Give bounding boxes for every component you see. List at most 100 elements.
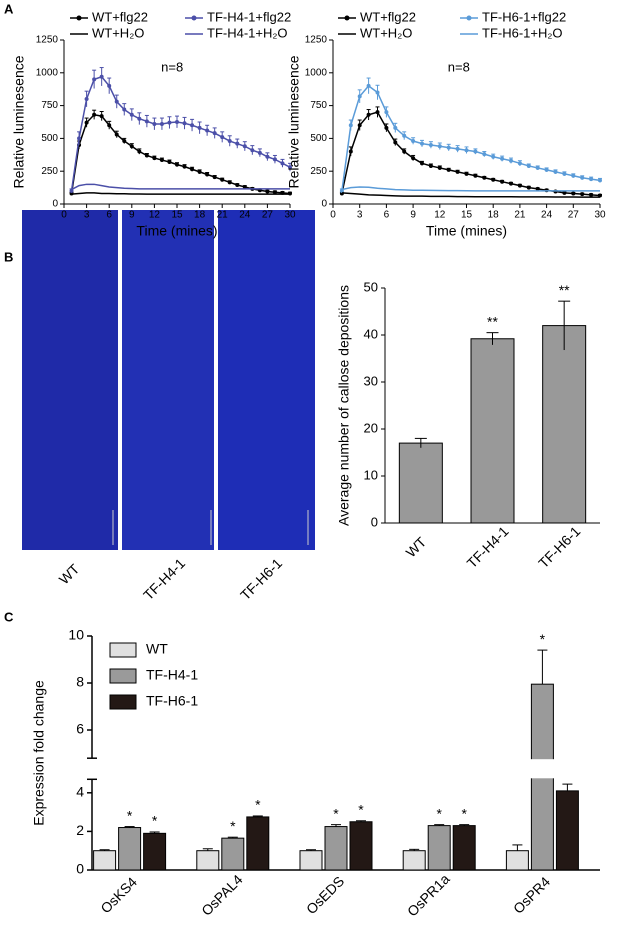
marker: [227, 180, 232, 185]
line: [70, 75, 291, 191]
marker: [182, 164, 187, 169]
micrograph: [218, 210, 315, 550]
marker: [366, 83, 371, 88]
x-tick-label: 3: [357, 210, 363, 221]
marker: [428, 142, 433, 147]
marker: [428, 163, 433, 168]
marker: [77, 136, 82, 141]
y-tick-label: 8: [76, 674, 84, 690]
legend-swatch: [466, 15, 472, 21]
marker: [384, 110, 389, 115]
marker: [491, 154, 496, 159]
bar: [93, 850, 117, 871]
bar: [542, 325, 587, 524]
bar: [505, 850, 529, 871]
legend-swatch: [191, 15, 197, 21]
marker: [402, 149, 407, 154]
x-tick-label: OsPAL4: [198, 871, 246, 919]
marker: [227, 139, 232, 144]
marker: [562, 190, 567, 195]
marker: [99, 74, 104, 79]
marker: [114, 132, 119, 137]
x-axis-label: Time (mines): [136, 223, 217, 239]
marker: [589, 192, 594, 197]
marker: [473, 149, 478, 154]
marker: [159, 121, 164, 126]
legend-label: TF-H6-1+H₂O: [482, 25, 563, 40]
marker: [580, 175, 585, 180]
line: [341, 186, 600, 192]
legend-label: WT+flg22: [360, 9, 416, 24]
marker: [190, 167, 195, 172]
significance-label: *: [333, 805, 339, 821]
bar: [246, 816, 270, 871]
marker: [411, 156, 416, 161]
line: [71, 192, 290, 195]
marker: [235, 141, 240, 146]
marker: [280, 161, 285, 166]
marker: [455, 146, 460, 151]
panel-label: A: [4, 1, 14, 16]
marker: [446, 145, 451, 150]
y-tick-label: 0: [371, 514, 378, 529]
marker: [137, 149, 142, 154]
y-tick-label: 1000: [305, 67, 328, 78]
x-tick-label: WT: [403, 533, 430, 560]
marker: [500, 156, 505, 161]
significance-label: **: [559, 282, 570, 298]
marker: [107, 83, 112, 88]
marker: [437, 144, 442, 149]
marker: [107, 123, 112, 128]
x-tick-label: OsKS4: [97, 874, 140, 917]
marker: [571, 191, 576, 196]
y-tick-label: 50: [364, 279, 378, 294]
marker: [220, 177, 225, 182]
legend-label: WT+H₂O: [92, 25, 144, 40]
marker: [517, 161, 522, 166]
bar: [349, 821, 373, 871]
line: [70, 113, 291, 195]
marker: [348, 149, 353, 154]
marker: [526, 163, 531, 168]
y-axis-label: Average number of callose depositions: [336, 285, 352, 526]
y-tick-label: 1000: [36, 67, 59, 78]
legend-label: TF-H4-1+H₂O: [207, 25, 288, 40]
marker: [482, 152, 487, 157]
y-tick-label: 500: [310, 133, 327, 144]
image-label: TF-H4-1: [140, 555, 188, 603]
marker: [375, 90, 380, 95]
bar: [427, 825, 451, 871]
marker: [393, 140, 398, 145]
marker: [580, 192, 585, 197]
marker: [491, 177, 496, 182]
x-tick-label: 0: [330, 210, 336, 221]
marker: [197, 125, 202, 130]
marker: [535, 186, 540, 191]
annotation: n=8: [448, 59, 470, 74]
y-tick-label: 10: [364, 467, 378, 482]
marker: [420, 161, 424, 166]
bar: [221, 837, 245, 871]
x-tick-label: TF-H6-1: [535, 523, 583, 571]
legend-label: TF-H6-1+flg22: [482, 9, 566, 24]
bar: [324, 826, 348, 871]
marker: [589, 177, 594, 182]
x-tick-label: 12: [149, 210, 161, 221]
marker: [144, 119, 149, 124]
micrograph: [122, 210, 214, 550]
line: [341, 192, 600, 198]
panel-label: B: [4, 249, 13, 264]
marker: [182, 121, 187, 126]
marker: [517, 183, 522, 188]
marker: [175, 120, 179, 124]
x-tick-label: 30: [284, 210, 296, 221]
marker: [129, 144, 134, 149]
x-tick-label: 24: [541, 210, 553, 221]
significance-label: *: [230, 818, 236, 834]
marker: [375, 110, 380, 115]
marker: [571, 173, 576, 178]
legend-label: TF-H6-1: [146, 693, 198, 709]
y-tick-label: 1250: [36, 35, 59, 46]
marker: [553, 169, 558, 174]
